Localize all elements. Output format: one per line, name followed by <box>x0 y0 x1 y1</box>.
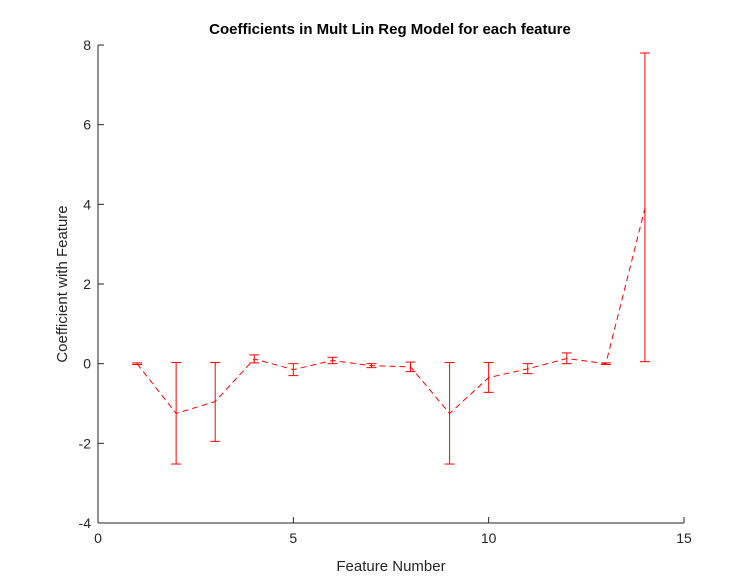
axes: 0 5 10 15 -4 -2 0 2 4 6 8 <box>79 37 692 546</box>
y-tick-label: 8 <box>83 37 91 53</box>
x-axis-label: Feature Number <box>336 558 445 575</box>
y-tick-label: 4 <box>83 196 91 212</box>
plot-area <box>98 45 684 523</box>
y-axis-label: Coefficient with Feature <box>54 205 71 362</box>
chart-title: Coefficients in Mult Lin Reg Model for e… <box>209 21 571 38</box>
y-tick-label: -2 <box>79 435 92 451</box>
y-tick-label: 0 <box>83 356 91 372</box>
y-tick-label: -4 <box>79 515 92 531</box>
series-line <box>136 208 646 415</box>
x-tick-label: 10 <box>481 530 497 546</box>
series-line-group <box>136 208 646 415</box>
x-tick-label: 5 <box>289 530 297 546</box>
x-tick-label: 15 <box>676 530 692 546</box>
y-tick-label: 2 <box>83 276 91 292</box>
y-tick-label: 6 <box>83 117 91 133</box>
x-tick-label: 0 <box>94 530 102 546</box>
